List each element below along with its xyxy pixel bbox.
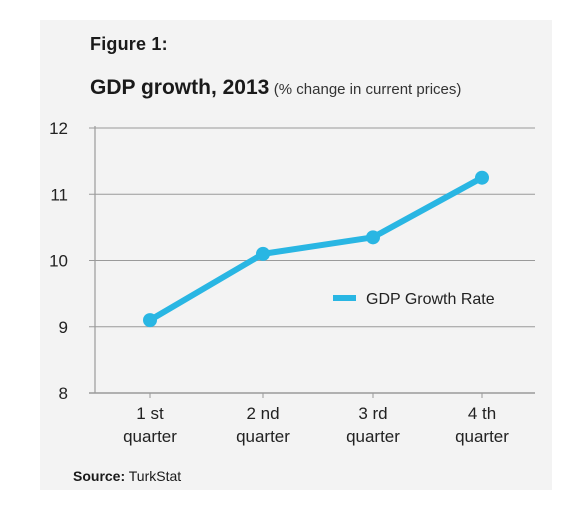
source-label: Source:: [73, 468, 126, 484]
x-tick-label-3: 3 rd quarter: [346, 404, 400, 446]
data-point-3: [366, 230, 380, 245]
legend-label: GDP Growth Rate: [366, 291, 495, 308]
y-tick-label-8: 8: [59, 384, 68, 403]
source-note: Source: TurkStat: [73, 468, 181, 484]
source-value: TurkStat: [128, 468, 182, 484]
y-tick-label-9: 9: [59, 318, 68, 337]
x-tick-label-4: 4 th quarter: [455, 404, 509, 446]
x-tick-label-2: 2 nd quarter: [236, 404, 290, 446]
y-tick-label-12: 12: [49, 119, 68, 138]
data-point-4: [475, 170, 489, 185]
x-tick-label-1: 1 st quarter: [123, 404, 177, 446]
y-tick-label-10: 10: [49, 252, 68, 271]
chart-title-line: GDP growth, 2013 (% change in current pr…: [90, 76, 461, 100]
data-point-1: [143, 313, 157, 328]
chart-panel: [40, 20, 552, 490]
y-tick-label-11: 11: [50, 185, 68, 204]
chart-subtitle: (% change in current prices): [273, 81, 462, 98]
chart-title: GDP growth, 2013: [90, 76, 270, 99]
figure-label: Figure 1:: [90, 34, 168, 54]
series-line-1: [147, 174, 485, 324]
data-point-2: [256, 246, 270, 261]
